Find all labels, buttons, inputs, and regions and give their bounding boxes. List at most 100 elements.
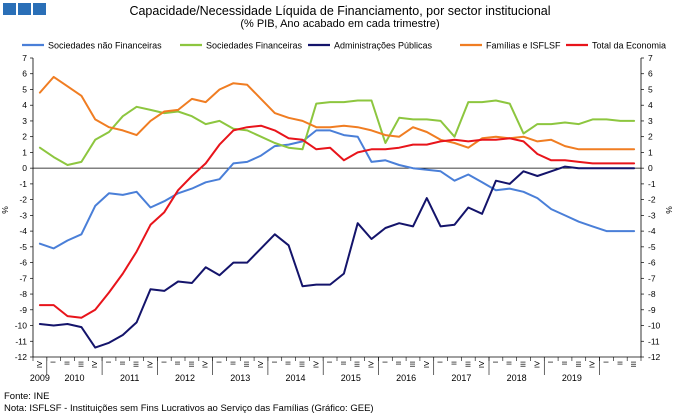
y-tick-label-right: -5: [648, 242, 656, 252]
y-tick-label-left: -11: [15, 336, 27, 346]
y-tick-label-left: 4: [22, 100, 27, 110]
x-tick-label: IV: [588, 361, 597, 368]
x-tick-label: III: [76, 361, 85, 367]
x-tick-label: I: [159, 361, 168, 363]
x-tick-label: III: [574, 361, 583, 367]
y-tick-label-left: -4: [19, 226, 27, 236]
y-tick-label-right: 7: [648, 53, 653, 63]
y-tick-label-left: -6: [19, 258, 27, 268]
y-tick-label-right: -6: [648, 258, 656, 268]
x-tick-label: I: [325, 361, 334, 363]
x-tick-label: III: [353, 361, 362, 367]
x-tick-label: II: [339, 361, 348, 365]
y-tick-label-left: 7: [22, 53, 27, 63]
year-label: 2013: [230, 373, 250, 383]
y-tick-label-left: 5: [22, 84, 27, 94]
x-tick-label: I: [491, 361, 500, 363]
y-tick-label-right: -4: [648, 226, 656, 236]
y-tick-label-left: -12: [15, 352, 28, 362]
y-axis-label-left: %: [0, 206, 10, 214]
y-axis-label-right: %: [664, 206, 674, 214]
x-tick-label: II: [615, 361, 624, 365]
x-tick-label: I: [215, 361, 224, 363]
x-tick-label: II: [173, 361, 182, 365]
x-tick-label: I: [104, 361, 113, 363]
y-tick-label-left: -1: [19, 179, 27, 189]
x-tick-label: III: [297, 361, 306, 367]
y-tick-label-left: 3: [22, 116, 27, 126]
y-tick-label-right: 5: [648, 84, 653, 94]
y-tick-label-left: -10: [15, 321, 28, 331]
x-tick-label: II: [505, 361, 514, 365]
x-tick-label: IV: [145, 361, 154, 368]
x-tick-label: II: [63, 361, 72, 365]
x-tick-label: IV: [367, 361, 376, 368]
x-tick-label: II: [284, 361, 293, 365]
year-label: 2018: [507, 373, 527, 383]
x-tick-label: I: [270, 361, 279, 363]
y-tick-label-right: -2: [648, 195, 656, 205]
y-tick-label-left: -9: [19, 305, 27, 315]
y-tick-label-right: 3: [648, 116, 653, 126]
x-tick-label: II: [118, 361, 127, 365]
x-tick-label: III: [187, 361, 196, 367]
series-line: [38, 75, 636, 151]
series-line: [38, 165, 636, 349]
y-tick-label-left: 6: [22, 69, 27, 79]
year-label: 2009: [30, 373, 50, 383]
y-tick-label-left: -7: [19, 273, 27, 283]
x-tick-label: III: [463, 361, 472, 367]
y-tick-label-left: -5: [19, 242, 27, 252]
year-label: 2012: [175, 373, 195, 383]
y-tick-label-right: 4: [648, 100, 653, 110]
chart-subtitle: (% PIB, Ano acabado em cada trimestre): [240, 18, 440, 30]
y-tick-label-right: 0: [648, 163, 653, 173]
x-tick-label: III: [629, 361, 638, 367]
x-tick-label: IV: [311, 361, 320, 368]
y-tick-label-left: -8: [19, 289, 27, 299]
y-tick-label-left: 0: [22, 163, 27, 173]
y-tick-label-right: -11: [648, 336, 660, 346]
x-tick-label: II: [394, 361, 403, 365]
year-label: 2010: [64, 373, 84, 383]
x-tick-label: IV: [477, 361, 486, 368]
x-tick-label: I: [436, 361, 445, 363]
y-tick-label-right: 2: [648, 132, 653, 142]
x-tick-label: III: [408, 361, 417, 367]
chart-title: Capacidade/Necessidade Líquida de Financ…: [129, 4, 551, 18]
legend-label: Sociedades não Financeiras: [48, 41, 162, 51]
y-tick-label-left: -2: [19, 195, 27, 205]
y-tick-label-right: -1: [648, 179, 656, 189]
y-tick-label-right: 1: [648, 147, 653, 157]
legend-label: Sociedades Financeiras: [206, 41, 303, 51]
x-tick-label: I: [546, 361, 555, 363]
x-tick-label: IV: [90, 361, 99, 368]
y-tick-label-right: -12: [648, 352, 661, 362]
x-tick-label: II: [449, 361, 458, 365]
y-tick-label-right: -7: [648, 273, 656, 283]
x-tick-label: I: [380, 361, 389, 363]
x-tick-label: III: [519, 361, 528, 367]
x-tick-label: IV: [532, 361, 541, 368]
series-line: [38, 124, 636, 319]
year-label: 2017: [451, 373, 471, 383]
source-note: Fonte: INE: [4, 391, 50, 402]
y-tick-label-right: -8: [648, 289, 656, 299]
year-label: 2016: [396, 373, 416, 383]
y-tick-label-left: 1: [22, 147, 27, 157]
year-label: 2015: [341, 373, 361, 383]
y-tick-label-right: -10: [648, 321, 661, 331]
series-line: [38, 99, 636, 166]
y-tick-label-right: -3: [648, 210, 656, 220]
y-tick-label-left: 2: [22, 132, 27, 142]
x-tick-label: IV: [256, 361, 265, 368]
x-tick-label: III: [132, 361, 141, 367]
x-tick-label: II: [560, 361, 569, 365]
y-tick-label-right: 6: [648, 69, 653, 79]
ine-logo: [3, 2, 48, 20]
legend-label: Total da Economia: [592, 41, 666, 51]
legend-label: Administrações Públicas: [334, 41, 433, 51]
x-tick-label: II: [228, 361, 237, 365]
series-line: [38, 129, 636, 250]
